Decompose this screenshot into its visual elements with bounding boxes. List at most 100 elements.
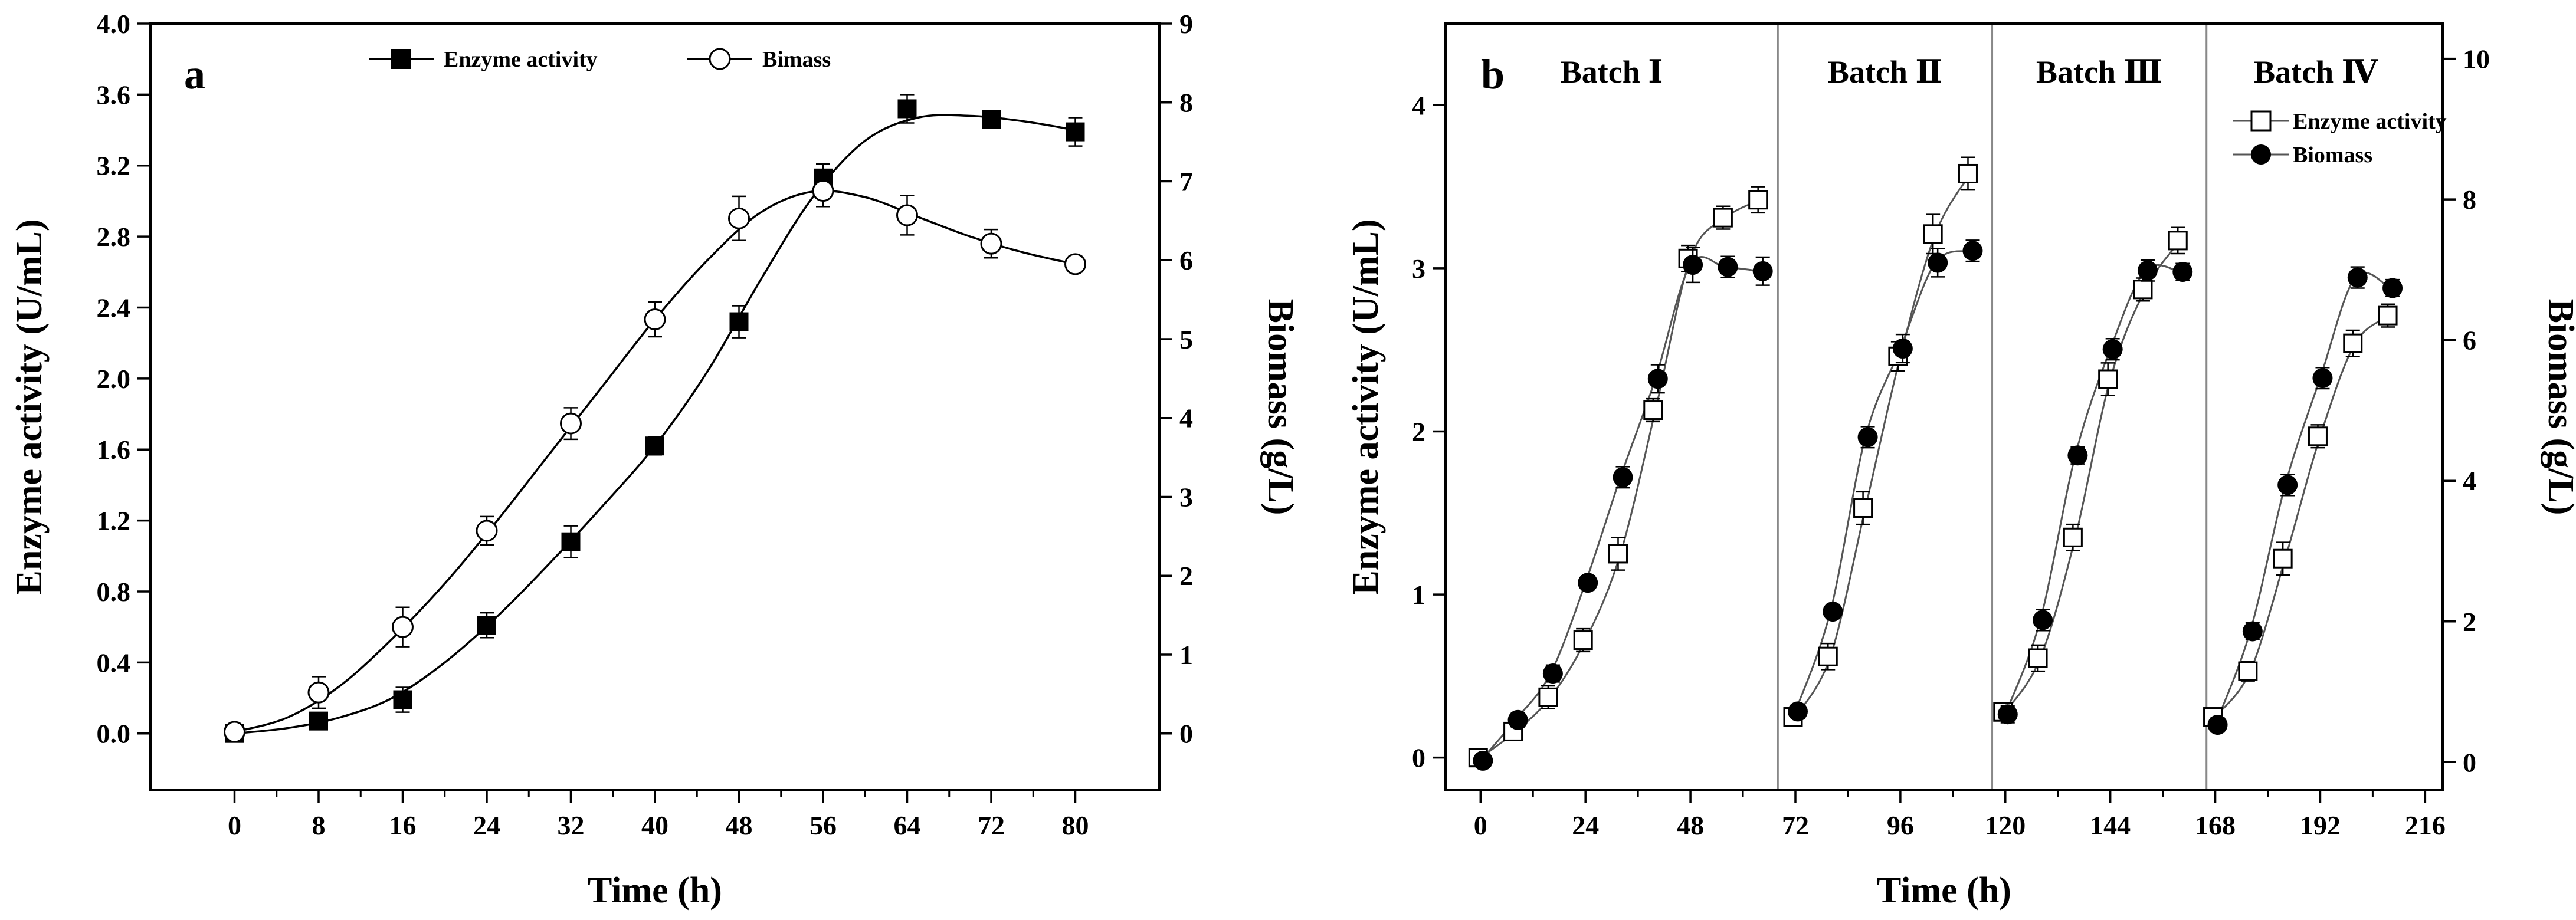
x-tick-label: 24 bbox=[473, 810, 500, 840]
data-point-enzyme bbox=[2133, 280, 2153, 300]
data-point-biomass bbox=[1928, 252, 1948, 273]
y-left-tick-label: 2.0 bbox=[97, 364, 131, 394]
y-right-tick-label: 7 bbox=[1179, 166, 1193, 196]
y-right-tick-label: 9 bbox=[1179, 9, 1193, 39]
panel-a-letter: a bbox=[184, 51, 205, 98]
fit-curve-enzyme bbox=[234, 114, 1076, 735]
data-point-enzyme bbox=[2063, 527, 2083, 547]
x-tick-label: 168 bbox=[2195, 810, 2236, 840]
y-right-tick-label: 10 bbox=[2463, 44, 2490, 74]
data-point-enzyme bbox=[1923, 224, 1943, 244]
data-point-enzyme bbox=[2238, 661, 2258, 681]
data-point-biomass bbox=[1542, 663, 1563, 684]
data-point-biomass bbox=[2207, 715, 2228, 735]
y-right-tick-label: 5 bbox=[1179, 324, 1193, 354]
data-point-biomass bbox=[2277, 475, 2298, 495]
y-left-tick-label: 2.8 bbox=[97, 222, 131, 252]
data-point-enzyme bbox=[1573, 630, 1593, 650]
panel-b-legend: Enzyme activity Biomass bbox=[2233, 109, 2447, 167]
y-right-tick-label: 8 bbox=[1179, 88, 1193, 118]
y-right-tick-label: 0 bbox=[1179, 719, 1193, 749]
y-right-tick-label: 6 bbox=[2463, 326, 2476, 356]
data-point-biomass bbox=[1507, 709, 1528, 730]
panel-b-batch-dividers bbox=[1777, 24, 2208, 790]
data-point-enzyme bbox=[2168, 231, 2188, 251]
data-point-biomass bbox=[476, 520, 498, 542]
data-point-biomass bbox=[812, 180, 834, 202]
data-point-enzyme bbox=[561, 532, 581, 551]
panel-a-left-axis-title: Enzyme activity (U/mL) bbox=[9, 219, 50, 594]
data-point-biomass bbox=[728, 207, 750, 229]
panel-a-chart: 0 8 16 24 32 40 48 56 64 72 80 0.00.40.81.21.62.02… bbox=[9, 9, 1300, 911]
data-point-biomass bbox=[2102, 339, 2123, 360]
y-left-tick-label: 4.0 bbox=[97, 9, 131, 39]
data-point-biomass bbox=[1962, 241, 1983, 261]
batch-label: Batch Ⅳ bbox=[2254, 54, 2379, 90]
data-point-enzyme bbox=[2273, 548, 2293, 569]
data-point-biomass bbox=[2382, 278, 2403, 298]
data-point-enzyme bbox=[1608, 544, 1628, 564]
panel-a-tick-marks bbox=[137, 22, 1172, 803]
data-point-biomass bbox=[980, 232, 1002, 255]
data-point-enzyme bbox=[2378, 305, 2398, 326]
data-point-biomass bbox=[2347, 267, 2368, 288]
y-left-tick-label: 2.4 bbox=[97, 293, 131, 323]
data-point-biomass bbox=[2172, 262, 2193, 282]
y-right-tick-label: 4 bbox=[2463, 466, 2476, 496]
y-right-tick-label: 6 bbox=[1179, 245, 1193, 275]
panel-b-letter: b bbox=[1481, 51, 1505, 98]
panel-a-legend: Enzyme activity Bimass bbox=[369, 47, 831, 72]
y-left-tick-label: 0.0 bbox=[97, 719, 131, 749]
data-point-enzyme bbox=[1818, 646, 1838, 666]
data-point-biomass bbox=[644, 308, 666, 331]
data-point-biomass bbox=[1647, 369, 1668, 389]
data-point-biomass bbox=[896, 204, 918, 226]
data-point-enzyme bbox=[1713, 208, 1733, 228]
x-tick-label: 80 bbox=[1062, 810, 1089, 840]
data-point-enzyme bbox=[1643, 400, 1663, 420]
legend-enzyme-label: Enzyme activity bbox=[444, 47, 598, 72]
legend-b-enzyme-marker bbox=[2250, 110, 2272, 132]
panel-a-x-tick-labels: 0 8 16 24 32 40 48 56 64 72 80 bbox=[228, 810, 1089, 840]
legend-b-enzyme-label: Enzyme activity bbox=[2293, 109, 2447, 134]
data-point-enzyme bbox=[2098, 369, 2118, 389]
data-point-biomass bbox=[1578, 573, 1598, 593]
y-right-tick-label: 4 bbox=[1179, 403, 1193, 433]
y-left-tick-label: 0 bbox=[1412, 743, 1425, 773]
data-point-biomass bbox=[1787, 701, 1808, 722]
x-tick-label: 216 bbox=[2405, 810, 2446, 840]
data-point-biomass bbox=[1823, 602, 1843, 622]
data-point-enzyme bbox=[477, 616, 496, 635]
x-tick-label: 8 bbox=[312, 810, 326, 840]
data-point-enzyme bbox=[897, 99, 917, 119]
data-point-enzyme bbox=[729, 312, 749, 331]
x-tick-label: 32 bbox=[558, 810, 585, 840]
legend-enzyme-marker bbox=[391, 49, 411, 69]
panel-a-right-tick-labels: 0 1 2 3 4 5 6 7 8 9 bbox=[1179, 9, 1193, 749]
panel-a-fit-curves bbox=[234, 114, 1076, 735]
y-left-tick-label: 1 bbox=[1412, 580, 1425, 610]
y-left-tick-label: 4 bbox=[1412, 90, 1425, 120]
panel-a-data-marks bbox=[224, 94, 1086, 743]
data-point-enzyme bbox=[309, 711, 328, 731]
x-tick-label: 72 bbox=[1782, 810, 1809, 840]
data-point-enzyme bbox=[2028, 648, 2048, 668]
data-point-biomass bbox=[1752, 261, 1773, 281]
y-right-tick-label: 8 bbox=[2463, 185, 2476, 215]
fit-curve-biomass bbox=[1794, 249, 1971, 712]
panel-b-data-marks bbox=[1468, 156, 2403, 771]
y-left-tick-label: 0.4 bbox=[97, 648, 131, 678]
y-left-tick-label: 0.8 bbox=[97, 577, 131, 607]
y-right-tick-label: 1 bbox=[1179, 640, 1193, 670]
x-tick-label: 16 bbox=[389, 810, 417, 840]
y-right-tick-label: 3 bbox=[1179, 482, 1193, 512]
panel-b-plot-frame bbox=[1444, 22, 2444, 791]
batch-label: Batch Ⅲ bbox=[2036, 54, 2162, 90]
x-tick-label: 120 bbox=[1985, 810, 2026, 840]
data-point-biomass bbox=[560, 412, 582, 435]
legend-biomass-label: Bimass bbox=[762, 47, 831, 72]
data-point-biomass bbox=[307, 681, 330, 704]
batch-label: Batch Ⅰ bbox=[1561, 54, 1663, 90]
panel-a-left-tick-labels: 0.0 0.4 0.8 1.2 1.6 2.0 2.4 2.8 3.2 3.6 4.0 bbox=[97, 9, 131, 749]
y-left-tick-label: 3.2 bbox=[97, 151, 131, 181]
